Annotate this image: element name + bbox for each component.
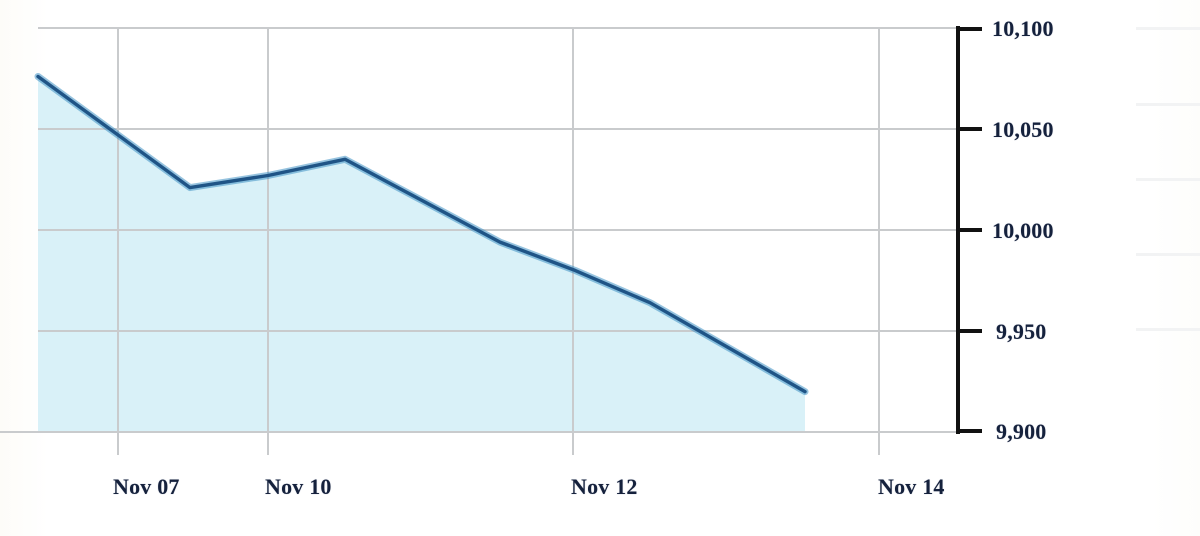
margin-rule	[1136, 178, 1200, 181]
horizontal-gridlines	[0, 27, 958, 433]
vertical-gridlines	[117, 28, 880, 455]
margin-rule	[1136, 328, 1200, 331]
area-fill	[38, 76, 805, 432]
margin-rule	[1136, 103, 1200, 106]
y-axis-spine-group	[956, 26, 982, 434]
margin-rule	[1136, 27, 1200, 30]
data-line	[36, 74, 807, 394]
margin-rule	[1136, 253, 1200, 256]
